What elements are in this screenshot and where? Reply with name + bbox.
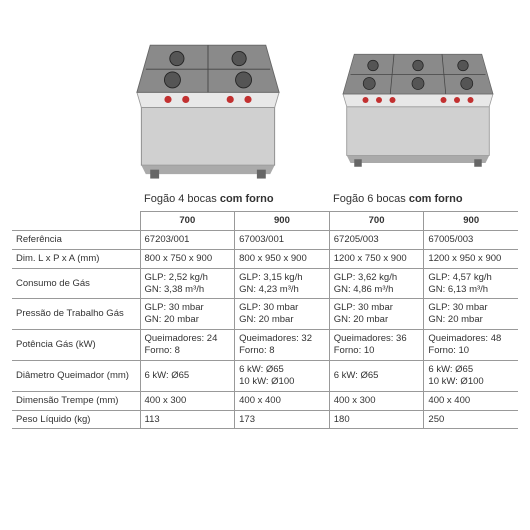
cell: 67003/001 <box>235 230 330 249</box>
row-label: Consumo de Gás <box>12 268 140 299</box>
table-row: Diâmetro Queimador (mm)6 kW: Ø656 kW: Ø6… <box>12 360 518 391</box>
col-900-b: 900 <box>424 212 518 231</box>
title-1-bold: com forno <box>220 193 274 205</box>
cell: 180 <box>329 410 424 429</box>
cell: GLP: 4,57 kg/hGN: 6,13 m³/h <box>424 268 518 299</box>
cell: 400 x 400 <box>235 391 330 410</box>
cell: Queimadores: 48Forno: 10 <box>424 330 518 361</box>
cell: Queimadores: 24Forno: 8 <box>140 330 235 361</box>
cell: 400 x 400 <box>424 391 518 410</box>
cell: GLP: 3,62 kg/hGN: 4,86 m³/h <box>329 268 424 299</box>
title-1-prefix: Fogão 4 bocas <box>144 193 220 205</box>
row-label: Pressão de Trabalho Gás <box>12 299 140 330</box>
cell: GLP: 30 mbarGN: 20 mbar <box>424 299 518 330</box>
cell: 67205/003 <box>329 230 424 249</box>
cell: GLP: 3,15 kg/hGN: 4,23 m³/h <box>235 268 330 299</box>
cell: 113 <box>140 410 235 429</box>
row-label: Peso Líquido (kg) <box>12 410 140 429</box>
cell: 6 kW: Ø65 <box>329 360 424 391</box>
row-label: Potência Gás (kW) <box>12 330 140 361</box>
col-700-a: 700 <box>140 212 235 231</box>
product-title-2: Fogão 6 bocas com forno <box>329 191 518 207</box>
cell: 1200 x 750 x 900 <box>329 249 424 268</box>
row-label: Dim. L x P x A (mm) <box>12 249 140 268</box>
product-title-1: Fogão 4 bocas com forno <box>140 191 329 207</box>
table-row: Dim. L x P x A (mm)800 x 750 x 900800 x … <box>12 249 518 268</box>
product-images-row <box>12 23 518 183</box>
row-label: Diâmetro Queimador (mm) <box>12 360 140 391</box>
cell: 400 x 300 <box>329 391 424 410</box>
cell: 67203/001 <box>140 230 235 249</box>
stove-4-burner-image <box>118 23 298 183</box>
cell: 250 <box>424 410 518 429</box>
cell: 6 kW: Ø6510 kW: Ø100 <box>424 360 518 391</box>
title-2-bold: com forno <box>409 193 463 205</box>
cell: GLP: 2,52 kg/hGN: 3,38 m³/h <box>140 268 235 299</box>
table-row: Potência Gás (kW)Queimadores: 24Forno: 8… <box>12 330 518 361</box>
cell: 1200 x 950 x 900 <box>424 249 518 268</box>
cell: 800 x 750 x 900 <box>140 249 235 268</box>
cell: 400 x 300 <box>140 391 235 410</box>
cell: 800 x 950 x 900 <box>235 249 330 268</box>
col-700-b: 700 <box>329 212 424 231</box>
cell: 6 kW: Ø65 <box>140 360 235 391</box>
specs-table: 700 900 700 900 Referência67203/00167003… <box>12 211 518 429</box>
table-row: Dimensão Trempe (mm)400 x 300400 x 40040… <box>12 391 518 410</box>
table-row: Consumo de GásGLP: 2,52 kg/hGN: 3,38 m³/… <box>12 268 518 299</box>
cell: GLP: 30 mbarGN: 20 mbar <box>140 299 235 330</box>
stove-6-burner-image <box>328 23 508 183</box>
table-row: Pressão de Trabalho GásGLP: 30 mbarGN: 2… <box>12 299 518 330</box>
cell: Queimadores: 32Forno: 8 <box>235 330 330 361</box>
cell: GLP: 30 mbarGN: 20 mbar <box>329 299 424 330</box>
product-titles-row: Fogão 4 bocas com forno Fogão 6 bocas co… <box>12 191 518 207</box>
cell: GLP: 30 mbarGN: 20 mbar <box>235 299 330 330</box>
row-label: Dimensão Trempe (mm) <box>12 391 140 410</box>
table-row: Peso Líquido (kg)113173180250 <box>12 410 518 429</box>
cell: 67005/003 <box>424 230 518 249</box>
col-900-a: 900 <box>235 212 330 231</box>
row-label: Referência <box>12 230 140 249</box>
table-row: Referência67203/00167003/00167205/003670… <box>12 230 518 249</box>
header-empty <box>12 212 140 231</box>
title-2-prefix: Fogão 6 bocas <box>333 193 409 205</box>
cell: Queimadores: 36Forno: 10 <box>329 330 424 361</box>
cell: 173 <box>235 410 330 429</box>
table-header-row: 700 900 700 900 <box>12 212 518 231</box>
cell: 6 kW: Ø6510 kW: Ø100 <box>235 360 330 391</box>
